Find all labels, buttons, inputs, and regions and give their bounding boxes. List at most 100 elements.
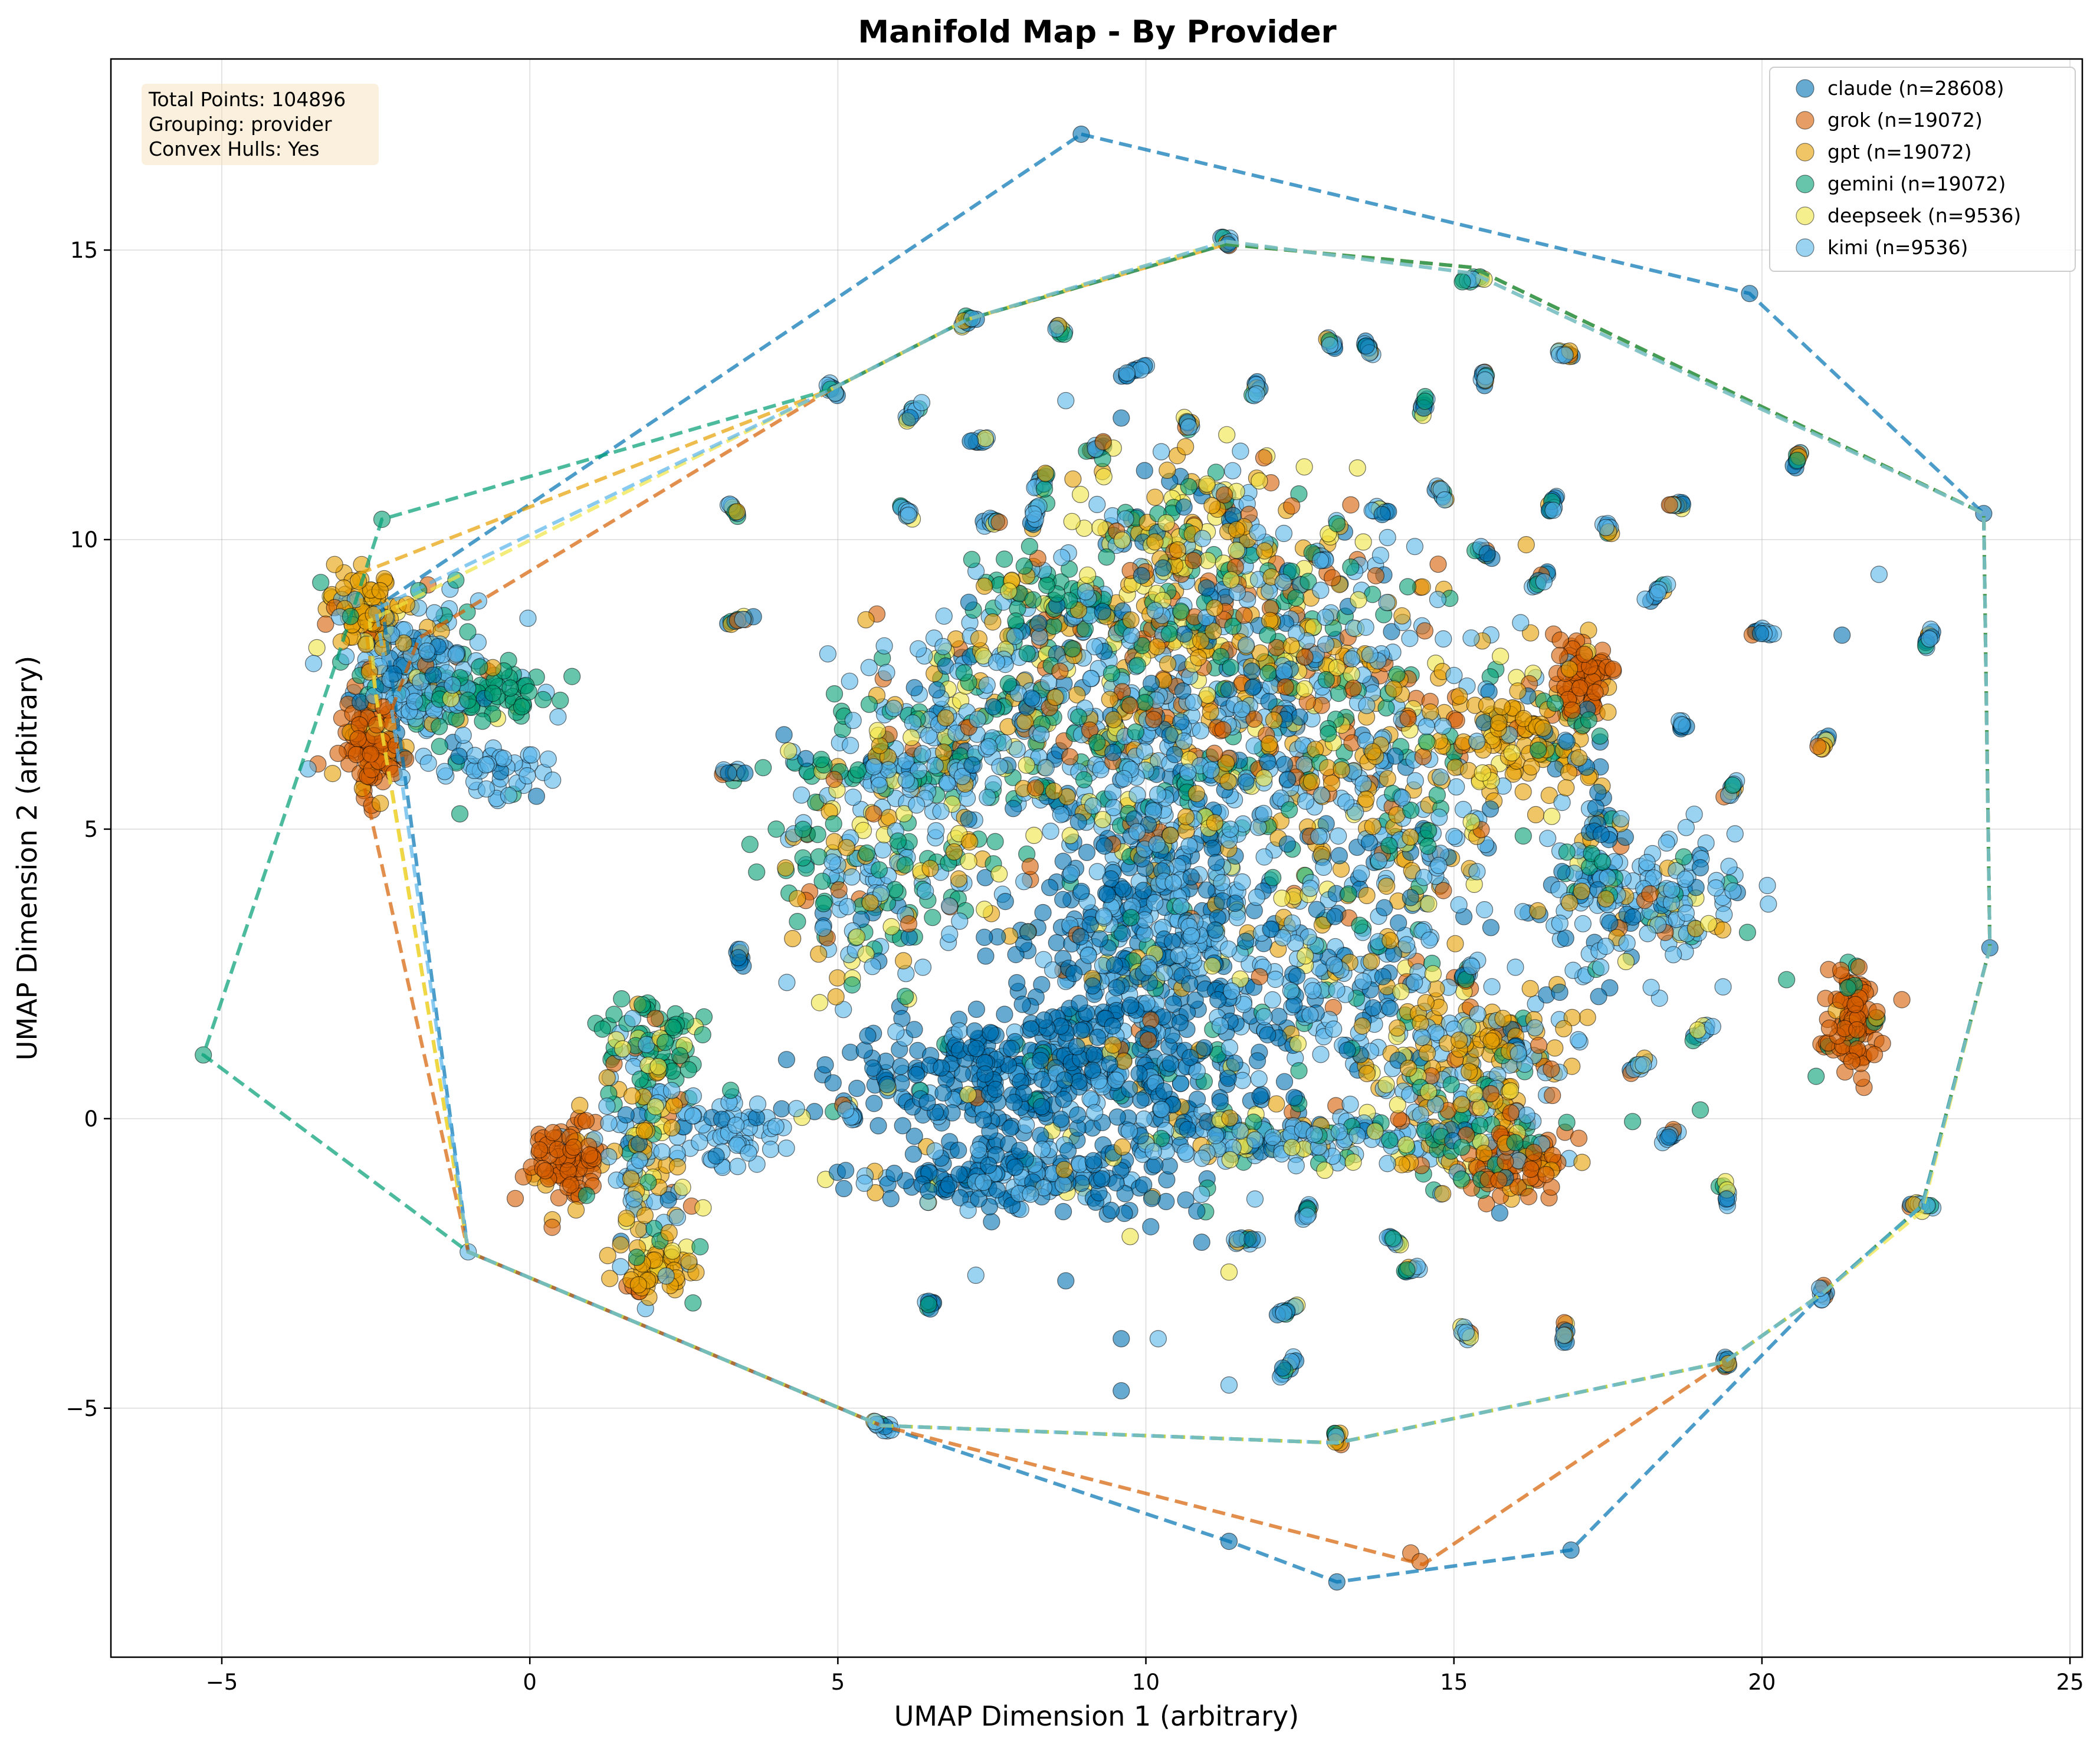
point-gemini <box>1428 786 1446 804</box>
point-kimi <box>1430 809 1448 826</box>
point-kimi <box>978 676 996 694</box>
point-gemini <box>1024 591 1042 609</box>
point-kimi <box>951 912 969 930</box>
point-kimi <box>684 1107 702 1125</box>
point-kimi <box>841 737 859 754</box>
point-gemini <box>1069 708 1088 726</box>
point-claude <box>527 787 546 805</box>
point-kimi <box>1714 978 1732 996</box>
point-claude <box>1601 914 1619 932</box>
point-gpt <box>1490 714 1508 732</box>
point-claude <box>1136 462 1153 479</box>
point-claude <box>1023 689 1041 707</box>
point-gpt <box>1101 691 1118 708</box>
point-kimi <box>1436 491 1453 509</box>
point-kimi <box>544 771 562 789</box>
point-kimi <box>1570 1031 1587 1049</box>
point-gemini <box>1591 727 1609 745</box>
point-kimi <box>1514 903 1532 921</box>
point-gpt <box>921 859 939 878</box>
point-grok <box>1530 1036 1548 1054</box>
point-kimi <box>1170 947 1187 964</box>
point-claude <box>1382 1000 1399 1017</box>
point-claude <box>1041 879 1059 896</box>
point-claude <box>1558 733 1576 751</box>
point-kimi <box>734 610 752 628</box>
point-gpt <box>326 556 343 573</box>
point-kimi <box>1233 873 1251 891</box>
point-claude <box>1161 1054 1179 1073</box>
point-deepseek <box>1289 1035 1307 1053</box>
point-gemini <box>1399 578 1417 596</box>
point-deepseek <box>1063 512 1081 530</box>
point-kimi <box>1435 630 1452 648</box>
point-kimi <box>1642 978 1660 996</box>
point-gemini <box>1018 645 1036 662</box>
point-kimi <box>778 974 796 991</box>
point-claude <box>928 681 946 699</box>
point-kimi <box>777 1139 795 1157</box>
point-kimi <box>1246 1190 1264 1208</box>
point-kimi <box>519 609 537 627</box>
point-grok <box>1850 958 1868 976</box>
point-gemini <box>1420 822 1438 840</box>
point-gemini <box>1015 557 1033 575</box>
point-kimi <box>1450 896 1468 914</box>
point-kimi <box>843 868 861 886</box>
point-deepseek <box>1492 648 1510 665</box>
point-gemini <box>924 909 941 926</box>
point-kimi <box>691 1133 708 1151</box>
point-gpt <box>372 794 389 812</box>
point-deepseek <box>1018 756 1035 774</box>
point-kimi <box>1412 1106 1429 1123</box>
point-kimi <box>1086 1104 1104 1122</box>
point-gemini <box>430 718 448 735</box>
point-gemini <box>563 668 581 685</box>
point-deepseek <box>811 994 829 1011</box>
point-claude <box>1357 337 1375 355</box>
point-kimi <box>1574 915 1592 932</box>
point-claude <box>773 1100 790 1118</box>
point-kimi <box>539 750 557 768</box>
point-claude <box>1590 988 1607 1006</box>
point-gpt <box>1219 773 1237 790</box>
point-gpt <box>1159 655 1177 673</box>
point-deepseek <box>1366 1122 1384 1140</box>
point-deepseek <box>1543 807 1561 825</box>
point-kimi <box>1128 786 1146 804</box>
point-gemini <box>1045 617 1062 635</box>
point-kimi <box>447 645 465 663</box>
point-grok <box>1482 1085 1499 1103</box>
point-gpt <box>601 1270 619 1287</box>
point-gemini <box>1075 771 1093 788</box>
point-claude <box>904 1145 923 1163</box>
point-gemini <box>1442 1076 1460 1093</box>
point-kimi <box>1406 538 1423 556</box>
point-kimi <box>958 789 976 807</box>
point-grok <box>1416 622 1433 640</box>
point-gpt <box>984 613 1002 631</box>
point-deepseek <box>1251 472 1268 490</box>
point-kimi <box>1398 936 1416 954</box>
point-gemini <box>1160 625 1178 643</box>
point-deepseek <box>1348 459 1366 477</box>
point-gpt <box>1514 783 1532 801</box>
point-claude <box>1308 901 1325 918</box>
point-kimi <box>1275 663 1293 681</box>
point-kimi <box>1354 972 1372 990</box>
point-kimi <box>1232 442 1249 460</box>
point-kimi <box>788 1100 805 1118</box>
point-grok <box>1021 857 1039 875</box>
point-deepseek <box>308 639 326 657</box>
point-grok <box>1277 678 1294 696</box>
point-claude <box>967 1000 986 1018</box>
point-gpt <box>1358 886 1376 905</box>
point-kimi <box>875 637 893 655</box>
point-gemini <box>809 826 826 843</box>
point-kimi <box>1018 1116 1035 1134</box>
point-gemini <box>1007 612 1025 630</box>
point-claude <box>885 1164 903 1182</box>
point-gemini <box>1624 1113 1642 1131</box>
point-claude <box>1120 1080 1138 1098</box>
point-gemini <box>721 1082 740 1099</box>
